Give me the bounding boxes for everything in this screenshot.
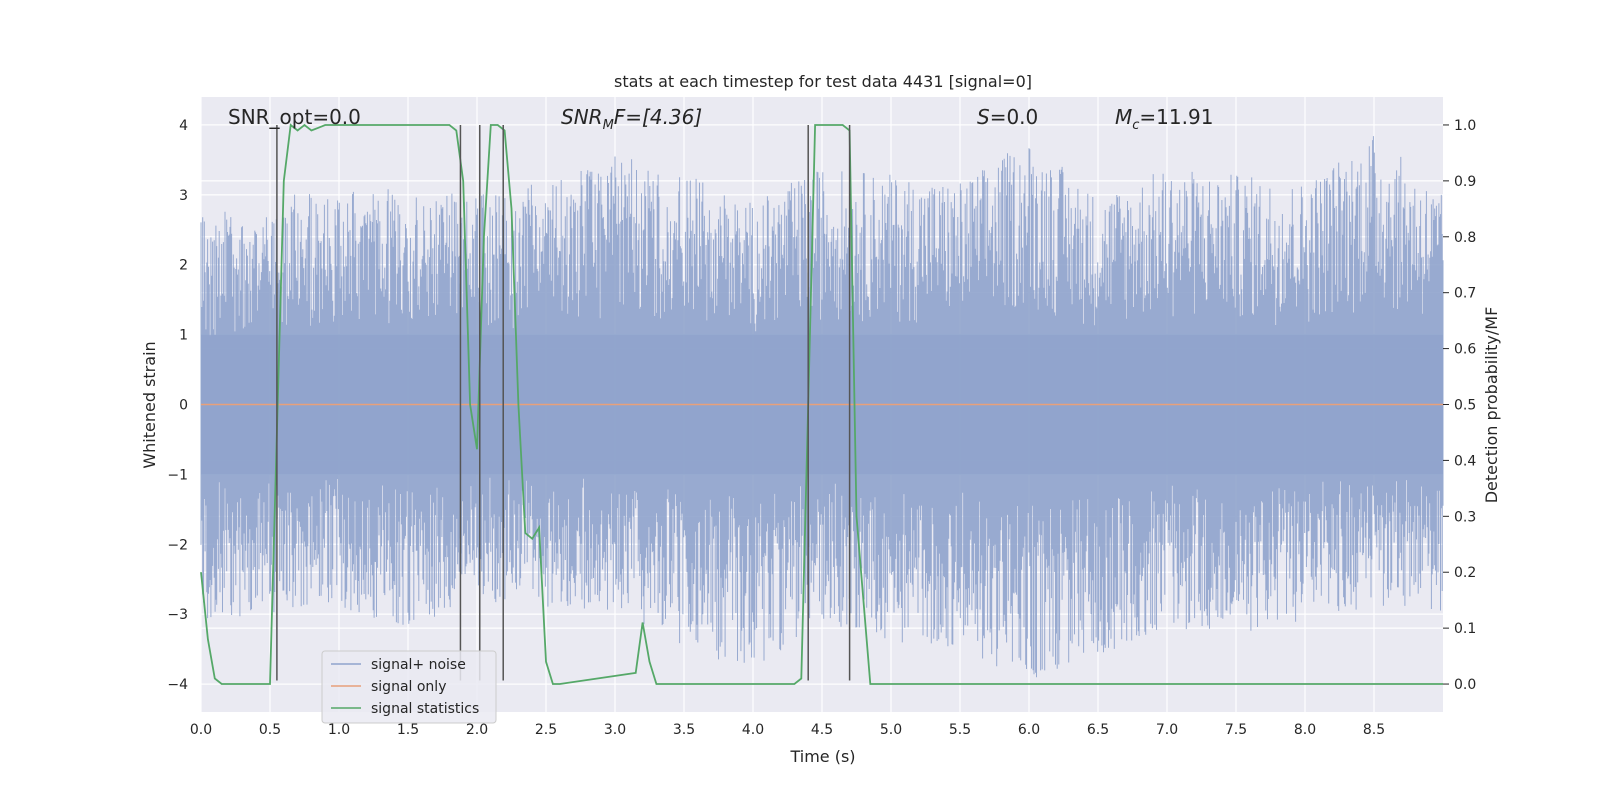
legend-label-signal-statistics: signal statistics xyxy=(371,701,479,717)
x-tick-label: 6.0 xyxy=(1018,722,1040,738)
x-tick-label: 6.5 xyxy=(1087,722,1109,738)
y-axis-label-right: Detection probability/MF xyxy=(1482,307,1501,504)
x-tick-label: 5.0 xyxy=(880,722,902,738)
x-tick-label: 0.0 xyxy=(190,722,212,738)
x-tick-label: 2.0 xyxy=(466,722,488,738)
x-tick-label: 8.5 xyxy=(1363,722,1385,738)
y-axis-label-left: Whitened strain xyxy=(140,341,159,468)
y-tick-label-right: 0.5 xyxy=(1454,398,1476,414)
annotation-mc-sub: c xyxy=(1132,118,1139,133)
axis-ticks: 0.0 0.5 1.0 1.5 2.0 2.5 3.0 3.5 4.0 4.5 5.0 5.5 6.0 6… xyxy=(167,118,1476,738)
annotation-snr-opt: SNR_opt=0.0 xyxy=(228,105,361,129)
x-tick-label: 7.0 xyxy=(1156,722,1178,738)
x-tick-label: 3.0 xyxy=(604,722,626,738)
y-tick-label-right: 0.7 xyxy=(1454,286,1476,302)
y-tick-label-right: 1.0 xyxy=(1454,118,1476,134)
x-axis-label: Time (s) xyxy=(789,747,855,766)
y-tick-label-left: 0 xyxy=(179,398,188,414)
y-tick-label-left: 3 xyxy=(179,188,188,204)
annotation-snr-mf-rest: F=[4.36] xyxy=(614,105,702,129)
y-tick-label-left: −1 xyxy=(167,467,188,483)
y-tick-label-left: 2 xyxy=(179,258,188,274)
x-tick-label: 4.0 xyxy=(742,722,764,738)
y-tick-label-right: 0.8 xyxy=(1454,230,1476,246)
x-tick-label: 1.0 xyxy=(328,722,350,738)
annotation-snr-mf-sub: M xyxy=(603,118,614,133)
x-tick-label: 0.5 xyxy=(259,722,281,738)
x-tick-label: 4.5 xyxy=(811,722,833,738)
y-tick-label-right: 0.9 xyxy=(1454,174,1476,190)
series-lines xyxy=(200,123,1443,685)
annotation-s-rest: =0.0 xyxy=(990,105,1039,129)
legend-box xyxy=(321,650,497,724)
series-signal-statistics xyxy=(200,123,1443,685)
annotation-s: S=0.0 xyxy=(977,105,1038,129)
x-tick-label: 1.5 xyxy=(397,722,419,738)
y-tick-label-right: 0.3 xyxy=(1454,509,1476,525)
legend-label-signal-only: signal only xyxy=(371,679,446,695)
annotation-mc-main: M xyxy=(1115,105,1132,129)
chart-title: stats at each timestep for test data 443… xyxy=(614,72,1032,91)
y-tick-label-right: 0.2 xyxy=(1454,565,1476,581)
y-tick-label-right: 0.1 xyxy=(1454,621,1476,637)
annotation-mc-rest: =11.91 xyxy=(1139,105,1213,129)
y-tick-label-left: −2 xyxy=(167,537,188,553)
legend: signal+ noise signal only signal statist… xyxy=(321,650,497,724)
x-tick-label: 8.0 xyxy=(1294,722,1316,738)
y-tick-label-right: 0.6 xyxy=(1454,342,1476,358)
y-tick-label-left: 4 xyxy=(179,118,188,134)
annotation-s-main: S xyxy=(977,105,990,129)
y-tick-label-left: 1 xyxy=(179,328,188,344)
y-tick-label-left: −3 xyxy=(167,607,188,623)
x-tick-label: 3.5 xyxy=(673,722,695,738)
annotation-snr-mf: SNRMF=[4.36] xyxy=(561,105,702,133)
y-tick-label-right: 0.4 xyxy=(1454,453,1476,469)
annotation-snr-mf-main: SNR xyxy=(561,105,603,129)
annotation-mc: Mc=11.91 xyxy=(1115,105,1213,133)
y-tick-label-left: −4 xyxy=(167,677,188,693)
event-markers xyxy=(276,124,851,681)
x-tick-label: 2.5 xyxy=(535,722,557,738)
x-tick-label: 7.5 xyxy=(1225,722,1247,738)
y-tick-label-right: 0.0 xyxy=(1454,677,1476,693)
legend-label-signal-noise: signal+ noise xyxy=(371,657,466,673)
x-tick-label: 5.5 xyxy=(949,722,971,738)
